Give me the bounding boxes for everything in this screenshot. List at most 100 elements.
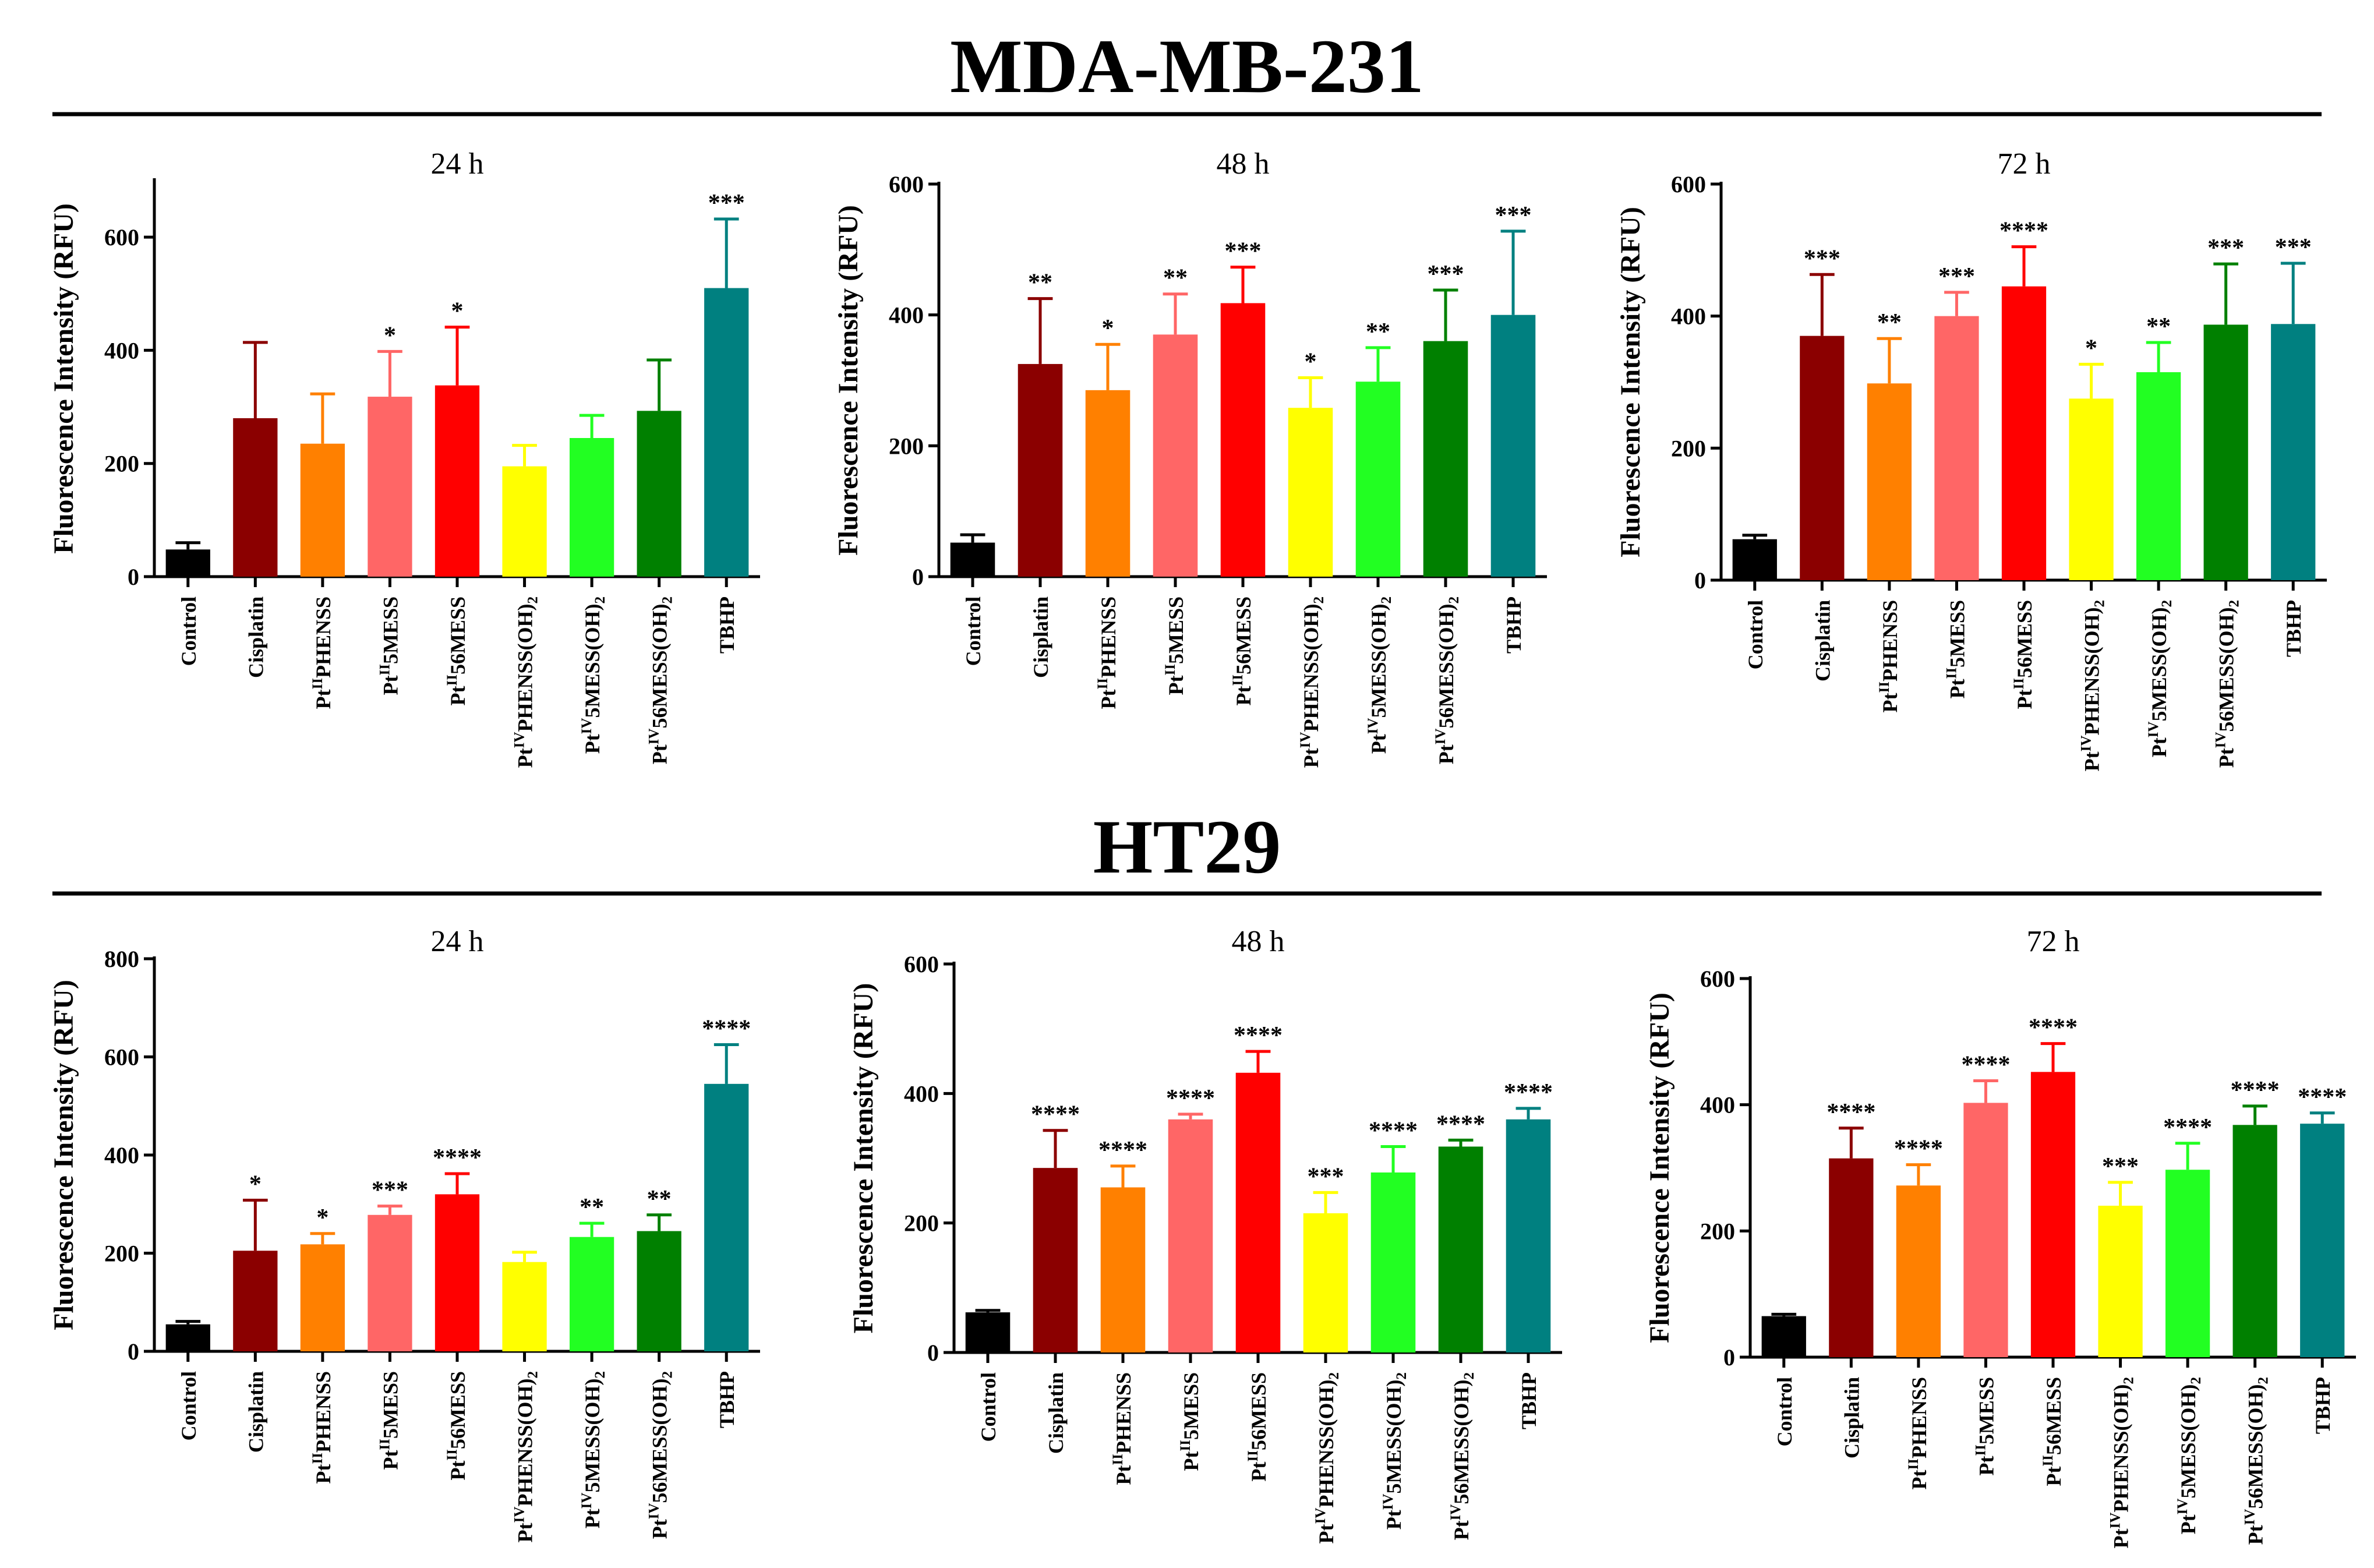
significance-label: *** — [708, 190, 745, 217]
bar-8 — [1490, 315, 1536, 577]
significance-label: **** — [1369, 1117, 1418, 1144]
bar-0 — [165, 1324, 210, 1351]
y-tick-label: 0 — [927, 1340, 939, 1366]
bar-2 — [1867, 383, 1912, 580]
significance-label: *** — [2275, 234, 2312, 261]
bar-4 — [2001, 286, 2047, 580]
bar-7 — [1423, 341, 1468, 577]
bar-7 — [637, 411, 681, 577]
x-category-label: PtIV5MESS(OH)2 — [2175, 1377, 2204, 1534]
bar-6 — [569, 438, 614, 577]
charts-container: 24 h 0 200 400 600 Fluorescence Intensity (RF… — [48, 147, 2356, 1548]
x-category-label: PtIV56MESS(OH)2 — [2213, 600, 2242, 768]
significance-label: **** — [1999, 218, 2048, 245]
x-category-label: Cisplatin — [1029, 596, 1052, 678]
x-category-label: PtIIPHENSS — [1110, 1372, 1135, 1485]
significance-label: *** — [1804, 245, 1840, 272]
y-tick-label: 400 — [104, 1142, 139, 1168]
x-category-label: PtIV5MESS(OH)2 — [579, 596, 608, 754]
significance-label: **** — [1894, 1136, 1943, 1163]
bar-8 — [1506, 1119, 1551, 1352]
significance-label: **** — [1436, 1111, 1485, 1138]
bar-6 — [569, 1237, 614, 1351]
x-category-label: PtII5MESS — [377, 596, 402, 695]
y-tick-label: 600 — [1700, 966, 1735, 992]
bar-7 — [1438, 1146, 1483, 1352]
x-category-label: TBHP — [2311, 1377, 2334, 1434]
x-category-label: Cisplatin — [1811, 600, 1834, 681]
y-tick-label: 0 — [128, 1339, 139, 1365]
y-axis-label: Fluorescence Intensity (RFU) — [833, 205, 864, 556]
chart-panel-1: 24 h 0 200 400 600 Fluorescence Intensity (RF… — [48, 147, 760, 768]
bar-8 — [704, 288, 749, 577]
y-tick-label: 800 — [104, 946, 139, 972]
x-category-label: Control — [177, 596, 200, 666]
chart-panel-5: 48 h 0 200 400 600 Fluorescence Intensity (RF… — [848, 925, 1562, 1544]
x-category-label: PtIVPHENSS(OH)2 — [2079, 600, 2108, 771]
bar-7 — [2232, 1125, 2277, 1357]
x-category-label: PtIVPHENSS(OH)2 — [1298, 596, 1327, 768]
y-tick-label: 200 — [104, 451, 139, 477]
significance-label: **** — [2231, 1077, 2280, 1104]
y-tick-label: 400 — [904, 1080, 939, 1107]
x-category-label: PtIV56MESS(OH)2 — [647, 596, 676, 764]
y-axis-label: Fluorescence Intensity (RFU) — [48, 203, 79, 554]
x-category-label: PtIVPHENSS(OH)2 — [2108, 1377, 2137, 1548]
bar-2 — [300, 443, 345, 577]
y-tick-label: 0 — [1723, 1344, 1735, 1371]
significance-label: **** — [2163, 1114, 2212, 1141]
significance-label: **** — [1098, 1137, 1147, 1164]
x-category-label: Cisplatin — [1840, 1377, 1863, 1458]
x-category-label: PtII56MESS — [2011, 600, 2036, 709]
x-category-label: PtIV56MESS(OH)2 — [647, 1371, 676, 1539]
y-tick-label: 600 — [104, 224, 139, 250]
x-category-label: PtIIPHENSS — [310, 1371, 335, 1484]
y-axis-label: Fluorescence Intensity (RFU) — [848, 983, 879, 1334]
x-category-label: PtIV5MESS(OH)2 — [579, 1371, 608, 1528]
x-category-label: PtII5MESS — [377, 1371, 402, 1470]
x-category-label: PtII5MESS — [1178, 1372, 1203, 1471]
significance-label: *** — [1495, 202, 1532, 229]
significance-label: *** — [1428, 261, 1464, 288]
chart-title: 72 h — [1998, 147, 2051, 181]
y-tick-label: 200 — [1700, 1218, 1735, 1244]
x-category-label: Cisplatin — [1044, 1372, 1068, 1454]
y-axis-label: Fluorescence Intensity (RFU) — [1615, 207, 1646, 557]
x-category-label: PtII56MESS — [1245, 1372, 1270, 1482]
significance-label: **** — [1031, 1101, 1080, 1128]
x-category-label: PtII5MESS — [1163, 596, 1188, 695]
chart-title: 72 h — [2027, 925, 2080, 958]
bar-5 — [502, 1262, 547, 1351]
bar-6 — [1355, 382, 1401, 577]
significance-label: *** — [1938, 263, 1975, 290]
y-tick-label: 600 — [889, 171, 924, 197]
chart-panel-6: 72 h 0 200 400 600 Fluorescence Intensity (RF… — [1644, 925, 2356, 1548]
significance-label: * — [451, 298, 464, 325]
x-category-label: PtIV5MESS(OH)2 — [1365, 596, 1394, 754]
section-title-mda: MDA-MB-231 — [950, 23, 1424, 109]
x-category-label: PtIV56MESS(OH)2 — [1433, 596, 1462, 764]
significance-label: ** — [1366, 319, 1390, 345]
x-category-label: PtIVPHENSS(OH)2 — [512, 596, 541, 768]
significance-label: * — [316, 1205, 328, 1231]
y-tick-label: 200 — [104, 1241, 139, 1267]
x-category-label: PtIV5MESS(OH)2 — [2146, 600, 2175, 757]
bar-0 — [165, 549, 210, 577]
x-category-label: PtIIPHENSS — [1906, 1377, 1931, 1490]
y-tick-label: 400 — [1671, 303, 1706, 330]
bar-0 — [1761, 1316, 1806, 1357]
x-category-label: Cisplatin — [244, 1371, 267, 1453]
bar-1 — [1829, 1158, 1874, 1357]
bar-7 — [637, 1231, 681, 1351]
bar-3 — [368, 1214, 412, 1351]
y-tick-label: 600 — [904, 951, 939, 977]
y-tick-label: 400 — [104, 337, 139, 363]
significance-label: ** — [647, 1186, 672, 1213]
significance-label: ** — [1163, 265, 1188, 292]
y-tick-label: 400 — [1700, 1092, 1735, 1118]
x-category-label: PtIV56MESS(OH)2 — [1448, 1372, 1477, 1540]
x-category-label: PtII5MESS — [1944, 600, 1969, 699]
bar-4 — [434, 385, 480, 577]
chart-title: 48 h — [1232, 925, 1285, 958]
significance-label: * — [384, 322, 396, 349]
